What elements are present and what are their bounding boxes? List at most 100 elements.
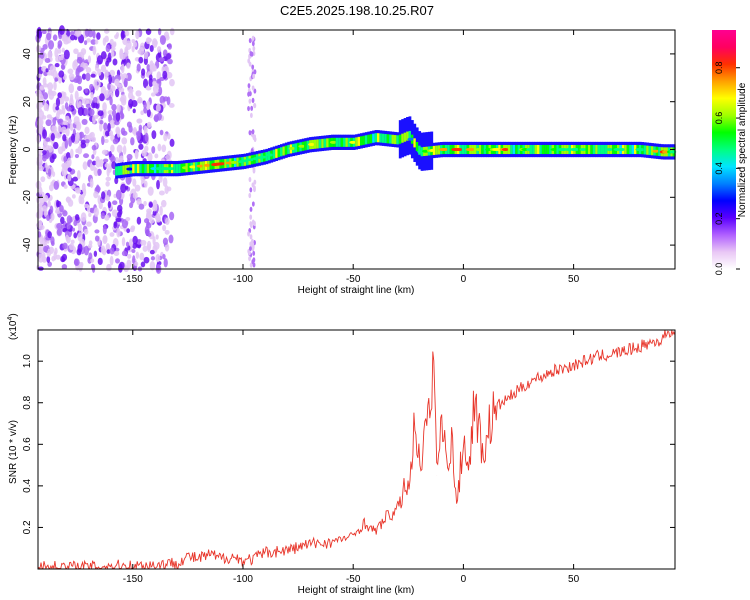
- heatmap-cell: [94, 229, 100, 234]
- heatmap-cell: [149, 249, 155, 255]
- heatmap-cell: [84, 126, 90, 135]
- heatmap-cell: [63, 184, 68, 189]
- heatmap-cell: [441, 148, 449, 151]
- heatmap-cell: [129, 227, 135, 233]
- heatmap-cell: [248, 192, 252, 199]
- heatmap-cell: [76, 169, 81, 180]
- heatmap-cell: [526, 148, 534, 151]
- heatmap-cell: [51, 255, 56, 262]
- heatmap-cell: [169, 27, 175, 36]
- heatmap-cell: [252, 257, 256, 263]
- heatmap-cell: [151, 130, 157, 140]
- heatmap-cell: [437, 145, 441, 155]
- heatmap-cell: [110, 144, 115, 153]
- heatmap-cell: [429, 148, 437, 152]
- heatmap-cell: [90, 91, 94, 99]
- heatmap-cell: [308, 142, 316, 146]
- heatmap-cell: [167, 132, 171, 140]
- heatmap-cell: [47, 82, 54, 91]
- heatmap-cell: [338, 137, 342, 147]
- heatmap-cell: [82, 161, 88, 170]
- heatmap-cell: [624, 144, 628, 155]
- snr-y-exponent: (x104): [7, 313, 19, 340]
- heatmap-cell: [144, 164, 148, 174]
- heatmap-cell: [126, 228, 130, 234]
- heatmap-cell: [335, 137, 339, 147]
- heatmap-cell: [143, 101, 147, 109]
- heatmap-cell: [164, 185, 169, 195]
- heatmap-cell: [138, 56, 144, 64]
- heatmap-cell: [146, 64, 151, 72]
- heatmap-cell: [66, 106, 72, 112]
- heatmap-cell: [152, 210, 157, 216]
- heatmap-cell: [468, 148, 476, 151]
- heatmap-cell: [316, 139, 320, 149]
- heatmap-cell: [53, 81, 57, 91]
- heatmap-cell: [90, 258, 95, 263]
- heatmap-cell: [143, 200, 147, 207]
- heatmap-cell: [550, 148, 558, 151]
- snr-x-tick-label: 50: [568, 574, 580, 585]
- heatmap-cell: [154, 153, 159, 159]
- heatmap-cell: [494, 148, 502, 151]
- heatmap-cell: [253, 103, 257, 109]
- heatmap-cell: [135, 90, 142, 97]
- heatmap-cell: [149, 260, 156, 271]
- heatmap-cell: [249, 112, 253, 118]
- heatmap-cell: [132, 164, 135, 174]
- heatmap-cell: [145, 85, 152, 91]
- heatmap-cell: [79, 131, 85, 139]
- colorbar-tick-label: 0.0: [714, 263, 724, 276]
- heatmap-cell: [136, 198, 142, 206]
- heatmap-cell: [64, 138, 69, 149]
- heatmap-cell: [386, 134, 390, 144]
- heatmap-cell: [107, 201, 111, 209]
- heatmap-cell: [83, 107, 89, 116]
- heatmap-cell: [249, 214, 253, 220]
- heatmap-cell: [323, 138, 327, 148]
- heatmap-cell: [132, 192, 138, 199]
- heatmap-cell: [105, 243, 111, 252]
- heatmap-cell: [587, 144, 591, 155]
- heatmap-cell: [120, 30, 125, 41]
- heatmap-cell: [119, 53, 126, 60]
- heatmap-cell: [521, 148, 529, 151]
- snr-y-exponent-close: ): [8, 313, 19, 316]
- spectrogram-panel: -150 -100 -50 0 50 -40 -20 0 20 40 Height of str…: [8, 25, 677, 296]
- heatmap-cell: [401, 133, 405, 143]
- heatmap-cell: [42, 43, 48, 50]
- heatmap-cell: [126, 121, 132, 128]
- heatmap-cell: [168, 234, 174, 244]
- heatmap-cell: [510, 144, 514, 155]
- heatmap-cell: [52, 117, 57, 126]
- colorbar-axis: 0.0 0.2 0.4 0.6 0.8: [714, 61, 740, 275]
- heatmap-cell: [126, 153, 133, 161]
- heatmap-cell: [127, 85, 133, 93]
- heatmap-cell: [115, 189, 122, 200]
- heatmap-cell: [66, 215, 72, 224]
- heatmap-cell: [67, 173, 72, 182]
- heatmap-cell: [116, 83, 123, 88]
- heatmap-cell: [105, 176, 112, 182]
- heatmap-cell: [92, 45, 97, 56]
- heatmap-cell: [51, 153, 57, 160]
- heatmap-cell: [112, 58, 118, 66]
- heatmap-cell: [100, 212, 105, 220]
- heatmap-cell: [148, 74, 153, 81]
- heatmap-cell: [74, 75, 81, 83]
- heatmap-cell: [42, 92, 49, 100]
- heatmap-cell: [565, 148, 573, 151]
- heatmap-cell: [75, 148, 79, 154]
- heatmap-cell: [134, 164, 138, 174]
- heatmap-cell: [85, 103, 91, 109]
- heatmap-cell: [134, 150, 139, 158]
- snr-y-label: SNR (10 * v/v): [8, 420, 19, 484]
- heatmap-cell: [106, 57, 112, 63]
- heatmap-cell: [169, 138, 175, 147]
- heatmap-cell: [63, 155, 67, 162]
- heatmap-cell: [360, 136, 363, 146]
- heatmap-cell: [97, 68, 102, 76]
- heatmap-cell: [84, 28, 90, 37]
- heatmap-cell: [160, 199, 167, 208]
- heatmap-cell: [435, 145, 439, 155]
